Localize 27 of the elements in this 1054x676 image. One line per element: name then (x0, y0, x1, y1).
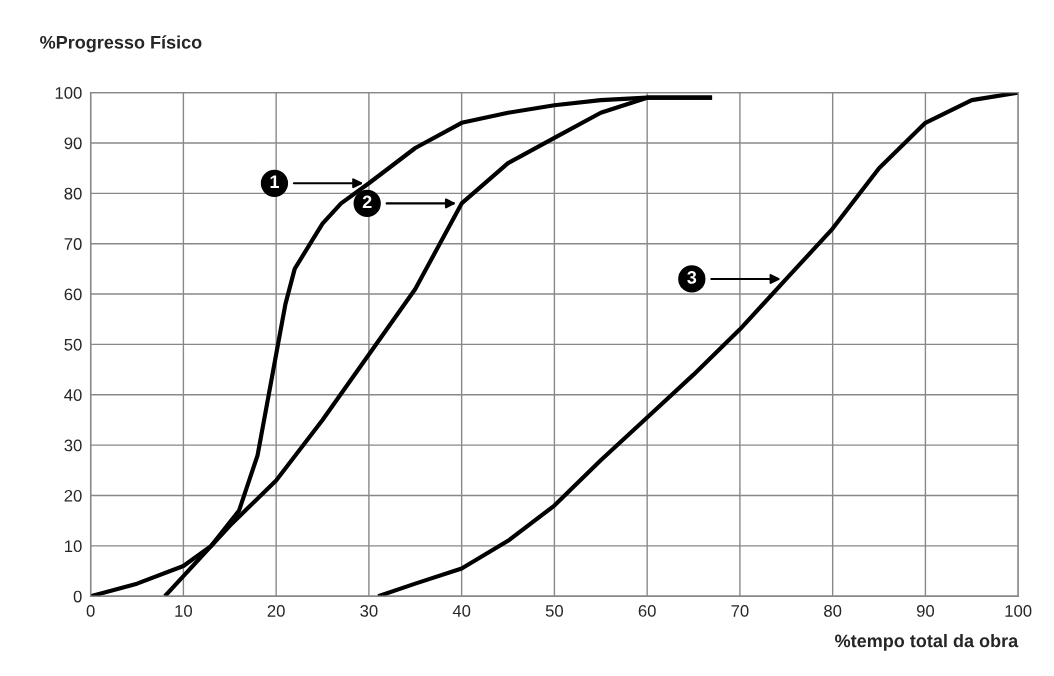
y-tick-label: 80 (64, 187, 82, 200)
y-tick-label: 20 (64, 489, 82, 502)
y-tick-label: 30 (64, 439, 82, 452)
legend-label: 1 (270, 175, 279, 188)
y-tick-label: 40 (64, 389, 82, 401)
y-tick-label: 70 (64, 238, 82, 250)
x-tick-label: 100 (1005, 605, 1032, 617)
legend-label: 3 (687, 271, 697, 284)
x-tick-label: 50 (545, 605, 564, 617)
x-tick-label: 40 (452, 605, 471, 617)
y-tick-label: 10 (65, 540, 82, 553)
x-tick-label: 80 (824, 605, 842, 617)
x-tick-label: 60 (638, 605, 656, 617)
x-tick-label: 30 (360, 605, 378, 617)
x-axis-title: %tempo total da obra (835, 634, 1019, 651)
y-axis-title: %Progresso Físico (40, 35, 202, 53)
y-tick-label: 60 (64, 288, 82, 301)
legend-label: 2 (362, 195, 372, 209)
x-tick-label: 20 (267, 605, 285, 617)
y-tick-label: 50 (64, 338, 82, 351)
x-tick-label: 70 (731, 605, 749, 617)
y-tick-label: 0 (73, 590, 82, 603)
y-tick-label: 100 (55, 87, 82, 99)
x-tick-label: 10 (175, 605, 193, 617)
x-tick-label: 90 (916, 605, 935, 617)
x-tick-label: 0 (86, 605, 95, 617)
y-tick-label: 90 (64, 137, 82, 150)
